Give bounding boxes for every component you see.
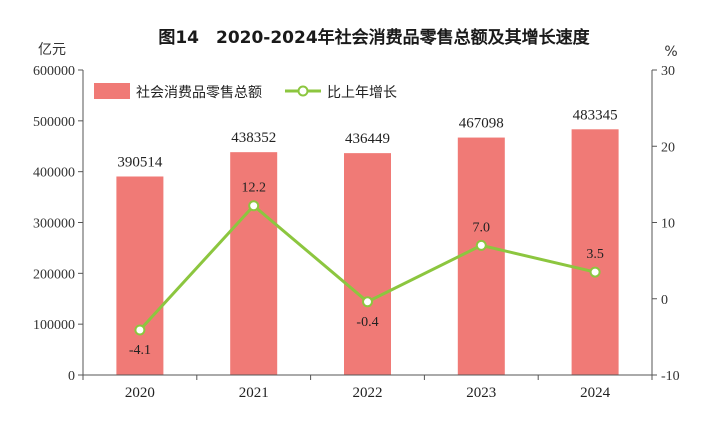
growth-point-2021 bbox=[248, 200, 260, 212]
bar-series bbox=[116, 129, 619, 375]
x-tick-label: 2021 bbox=[239, 385, 269, 401]
legend: 社会消费品零售总额 比上年增长 bbox=[94, 83, 397, 101]
bar-value-label: 467098 bbox=[459, 116, 504, 132]
right-tick-label: 10 bbox=[661, 217, 675, 232]
x-tick-label: 2023 bbox=[466, 385, 496, 401]
legend-line-marker bbox=[297, 85, 309, 97]
growth-point-2022 bbox=[362, 296, 373, 308]
growth-point-2023 bbox=[475, 239, 487, 251]
x-axis-ticks: 2020 2021 2022 2023 2024 bbox=[82, 375, 653, 401]
bar-value-label: 390514 bbox=[117, 154, 163, 170]
growth-value-label: -0.4 bbox=[356, 315, 378, 330]
x-tick-label: 2020 bbox=[125, 385, 155, 401]
right-axis-unit: % bbox=[664, 44, 677, 60]
right-tick-label: 20 bbox=[661, 140, 675, 155]
bar-value-labels: 390514 438352 436449 467098 483345 bbox=[117, 107, 617, 170]
bar-value-label: 436449 bbox=[345, 131, 390, 147]
right-tick-label: 30 bbox=[661, 64, 675, 79]
x-tick-label: 2022 bbox=[353, 385, 383, 401]
growth-value-label: 7.0 bbox=[473, 220, 491, 235]
right-axis-ticks: -10 0 10 20 30 bbox=[652, 64, 680, 384]
growth-line-series bbox=[134, 200, 601, 336]
right-tick-label: 0 bbox=[661, 293, 668, 308]
bar-value-label: 438352 bbox=[231, 130, 276, 146]
growth-value-label: 12.2 bbox=[241, 181, 266, 196]
left-tick-label: 500000 bbox=[33, 115, 75, 130]
growth-point-2024 bbox=[589, 266, 601, 278]
growth-point-2020 bbox=[134, 324, 146, 336]
bar-2024 bbox=[571, 129, 619, 375]
bar-2021 bbox=[230, 152, 278, 375]
left-tick-label: 300000 bbox=[33, 217, 75, 232]
growth-value-labels: -4.1 12.2 -0.4 7.0 3.5 bbox=[129, 181, 604, 358]
left-tick-label: 0 bbox=[68, 369, 75, 384]
bar-2023 bbox=[457, 137, 505, 375]
left-axis-unit: 亿元 bbox=[38, 42, 66, 58]
growth-value-label: 3.5 bbox=[586, 247, 604, 262]
left-tick-label: 200000 bbox=[33, 267, 75, 282]
watermark: 北向财经 bbox=[640, 400, 700, 418]
x-tick-label: 2024 bbox=[580, 385, 611, 401]
left-tick-label: 100000 bbox=[33, 318, 75, 333]
legend-line-label: 比上年增长 bbox=[327, 85, 397, 101]
legend-bar-swatch bbox=[94, 83, 130, 99]
legend-bar-label: 社会消费品零售总额 bbox=[136, 85, 262, 101]
bar-value-label: 483345 bbox=[573, 107, 618, 123]
bar-2022 bbox=[344, 153, 391, 375]
left-tick-label: 600000 bbox=[33, 64, 75, 79]
growth-value-label: -4.1 bbox=[129, 343, 151, 358]
right-tick-label: -10 bbox=[661, 369, 680, 384]
chart-title: 图14 2020-2024年社会消费品零售总额及其增长速度 bbox=[158, 27, 590, 48]
left-tick-label: 400000 bbox=[33, 166, 75, 181]
left-axis-ticks: 0 100000 200000 300000 400000 500000 600000 bbox=[33, 64, 83, 384]
bar-2020 bbox=[116, 176, 164, 375]
